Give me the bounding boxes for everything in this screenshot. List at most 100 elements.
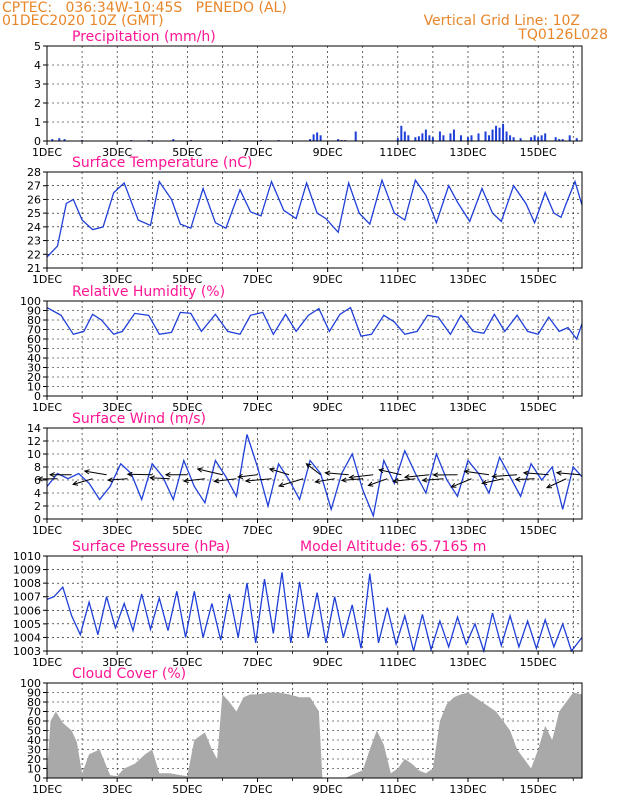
x-tick-label: 11DEC <box>379 524 416 537</box>
x-tick-label: 9DEC <box>313 656 343 669</box>
precip-bar <box>442 135 445 141</box>
wind-vector-head <box>377 468 385 474</box>
wind-vector-head <box>164 472 171 478</box>
precip-bar <box>540 135 543 141</box>
precip-bar <box>312 134 315 141</box>
wind-vector <box>379 469 402 476</box>
panel-title: Precipitation (mm/h) <box>72 29 216 45</box>
precip-bar <box>354 131 357 141</box>
precip-bar <box>309 139 312 141</box>
x-tick-label: 15DEC <box>520 656 557 669</box>
y-tick-label: 27 <box>27 180 41 193</box>
x-tick-label: 5DEC <box>172 273 202 286</box>
x-tick-label: 1DEC <box>32 146 62 159</box>
y-tick-label: 30 <box>27 744 41 757</box>
y-tick-label: 20 <box>27 371 41 384</box>
precip-bar <box>484 131 487 141</box>
y-tick-label: 40 <box>27 734 41 747</box>
y-tick-label: 12 <box>27 435 41 448</box>
precip-bar <box>519 138 522 141</box>
precip-bar <box>530 137 533 141</box>
y-tick-label: 25 <box>27 207 41 220</box>
header-date: 01DEC2020 10Z (GMT) <box>2 13 164 29</box>
precip-bar <box>407 135 410 141</box>
y-tick-label: 1004 <box>13 631 41 644</box>
precip-bar <box>477 133 480 141</box>
precip-bar <box>558 139 561 141</box>
y-tick-label: 30 <box>27 362 41 375</box>
precip-bar <box>316 132 319 141</box>
y-tick-label: 2 <box>34 97 41 110</box>
wind-vector-head <box>367 481 374 487</box>
cloud-area <box>47 692 582 778</box>
wind-vector <box>238 474 258 478</box>
y-tick-label: 90 <box>27 305 41 318</box>
y-tick-label: 50 <box>27 343 41 356</box>
panel-title: Surface Temperature (nC) <box>72 155 253 171</box>
y-tick-label: 0 <box>34 772 41 785</box>
wind-vector-head <box>481 479 488 485</box>
x-tick-label: 5DEC <box>172 656 202 669</box>
y-tick-label: 60 <box>27 333 41 346</box>
precip-bar <box>491 129 494 141</box>
wind-vector-head <box>37 476 43 482</box>
wind-vector-head <box>421 477 428 483</box>
x-tick-label: 1DEC <box>32 524 62 537</box>
panel-frame <box>46 45 583 142</box>
x-tick-label: 7DEC <box>242 273 272 286</box>
panel-frame <box>46 555 583 652</box>
x-tick-label: 9DEC <box>313 146 343 159</box>
series-line <box>46 178 583 258</box>
precip-bar <box>403 131 406 141</box>
x-tick-label: 13DEC <box>449 401 486 414</box>
y-tick-label: 100 <box>20 677 41 690</box>
y-tick-label: 70 <box>27 324 41 337</box>
precip-bar <box>431 137 434 141</box>
precip-bar <box>512 137 515 141</box>
panel-frame <box>46 300 583 397</box>
x-tick-label: 3DEC <box>102 524 132 537</box>
y-tick-label: 70 <box>27 706 41 719</box>
x-tick-label: 15DEC <box>520 524 557 537</box>
y-tick-label: 1009 <box>13 564 41 577</box>
wind-vector-head <box>348 474 355 480</box>
y-tick-label: 24 <box>27 221 41 234</box>
y-tick-label: 3 <box>34 78 41 91</box>
y-tick-label: 0 <box>34 135 41 148</box>
wind-vector <box>72 478 93 485</box>
x-tick-label: 3DEC <box>102 401 132 414</box>
y-tick-label: 28 <box>27 166 41 179</box>
wind-vector <box>492 474 518 478</box>
precip-bar <box>63 139 66 141</box>
x-tick-label: 1DEC <box>32 273 62 286</box>
precip-bar <box>554 137 557 141</box>
y-tick-label: 5 <box>34 40 41 53</box>
wind-vector <box>451 478 472 488</box>
wind-vector <box>341 478 363 481</box>
precip-bar <box>502 123 505 141</box>
y-tick-label: 80 <box>27 314 41 327</box>
x-tick-label: 7DEC <box>242 656 272 669</box>
y-tick-label: 1008 <box>13 577 41 590</box>
panel-frame <box>46 171 583 269</box>
wind-vector-head <box>340 477 347 483</box>
precip-bar <box>568 135 571 141</box>
wind-vector-head <box>278 482 285 488</box>
x-tick-label: 13DEC <box>449 656 486 669</box>
wind-vector-head <box>314 478 321 484</box>
wind-vector <box>197 468 223 476</box>
wind-vector-head <box>463 469 470 475</box>
precip-bar <box>466 137 469 141</box>
wind-vector-head <box>83 469 90 475</box>
y-tick-label: 26 <box>27 193 41 206</box>
wind-vector <box>214 478 237 482</box>
series-line <box>46 306 583 341</box>
precip-bar <box>51 139 54 141</box>
y-tick-label: 0 <box>34 390 41 403</box>
y-tick-label: 60 <box>27 715 41 728</box>
y-tick-label: 1003 <box>13 645 41 658</box>
y-tick-label: 50 <box>27 725 41 738</box>
x-tick-label: 15DEC <box>520 146 557 159</box>
x-tick-label: 15DEC <box>520 783 557 796</box>
